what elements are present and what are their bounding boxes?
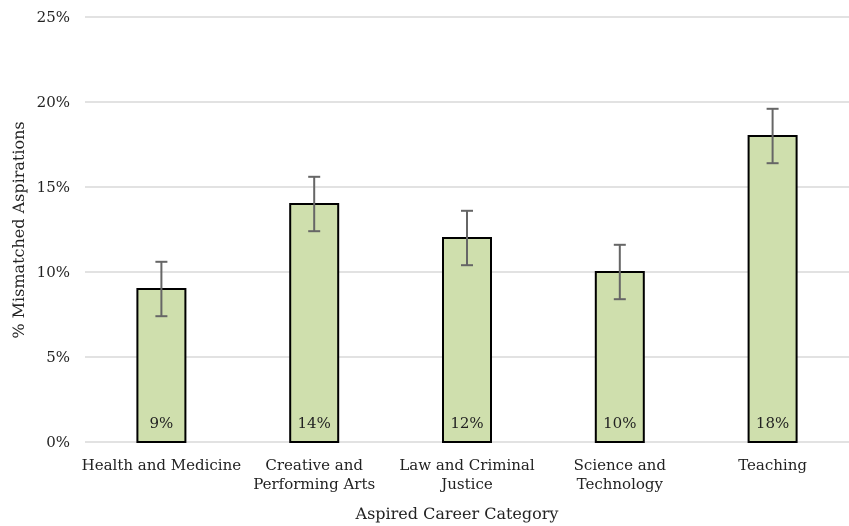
error-bar [155,260,168,318]
y-axis-ticks: 0% 5% 10% 15% 20% 25% [37,8,70,451]
bar [747,135,798,443]
x-axis-title: Aspired Career Category [355,504,559,523]
data-labels: 9% 14% 12% 10% 18% [150,414,790,432]
y-tick-label: 15% [37,178,70,196]
bar [442,237,492,443]
y-tick-label: 10% [37,263,70,281]
bar [289,203,340,443]
y-tick-label: 0% [46,433,70,451]
y-tick-label: 5% [46,348,70,366]
error-bars [155,107,779,318]
x-axis-categories: Health and Medicine Creative and Performin… [82,456,808,493]
data-label: 12% [450,414,483,432]
data-label: 10% [603,414,636,432]
data-label: 14% [298,414,331,432]
error-bar [308,175,321,233]
x-category-label: Health and Medicine [82,456,242,474]
x-category-label: Teaching [738,456,807,474]
y-axis-title: % Mismatched Aspirations [9,121,28,338]
error-bar [613,243,626,301]
bars [136,135,798,443]
data-label: 18% [756,414,789,432]
error-bar [461,209,473,267]
x-category-label: Science and Technology [574,456,667,493]
error-bar [766,107,779,165]
x-category-label: Law and Criminal Justice [399,456,535,493]
data-label: 9% [150,414,174,432]
y-tick-label: 20% [37,93,70,111]
bar [594,271,645,443]
x-category-label: Creative and Performing Arts [253,456,375,493]
y-tick-label: 25% [37,8,70,26]
